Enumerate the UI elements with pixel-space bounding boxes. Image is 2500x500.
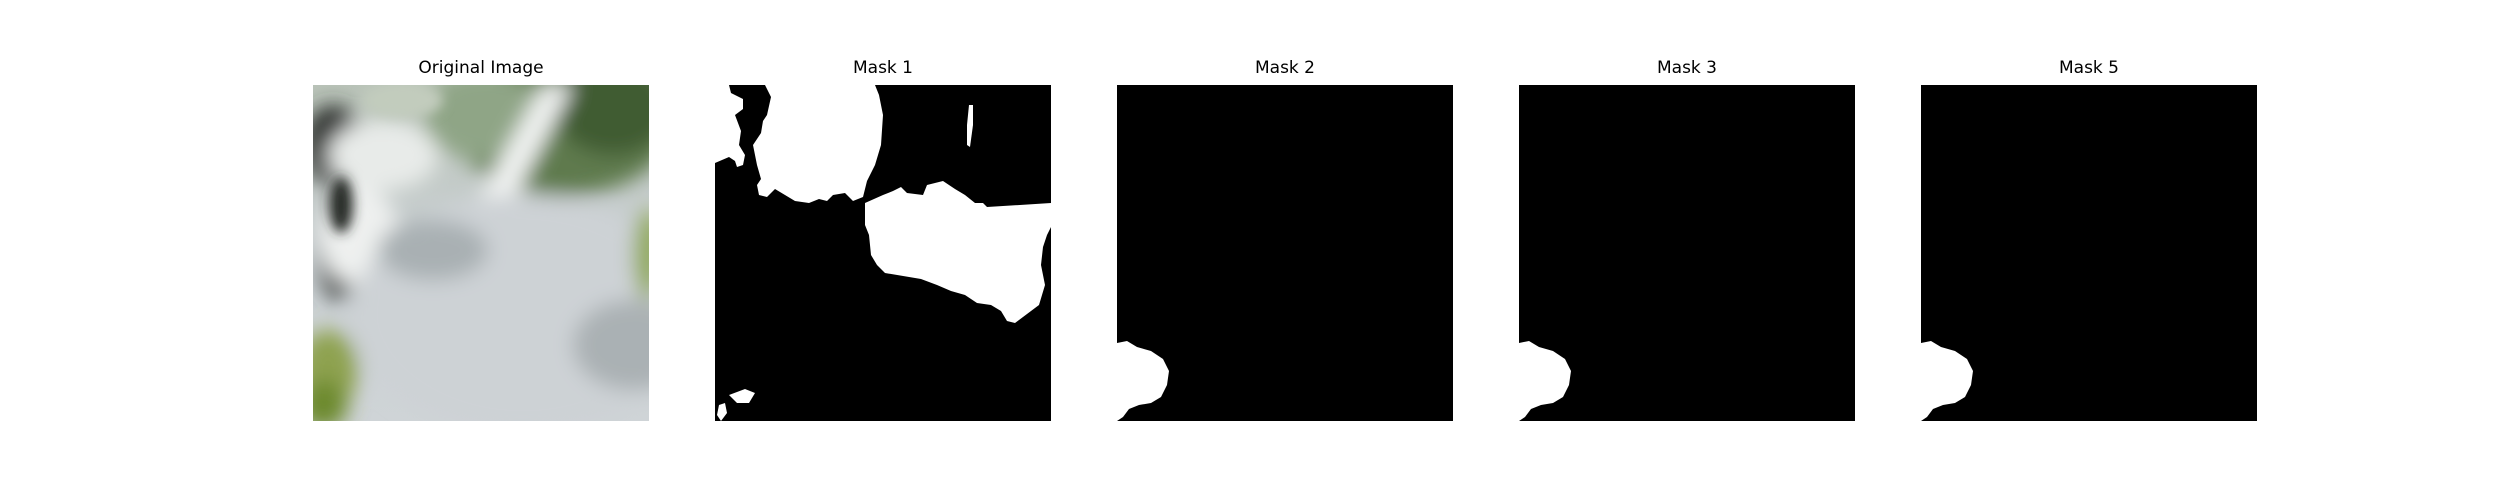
mask-3-foreground xyxy=(1519,341,1571,421)
mask-1-image xyxy=(715,85,1051,421)
mask-3-background xyxy=(1519,85,1855,421)
mask-2-background xyxy=(1117,85,1453,421)
mask-2-panel xyxy=(1117,85,1453,421)
mask-3-image xyxy=(1519,85,1855,421)
mask-1-foreground xyxy=(715,85,1051,421)
mask-5-background xyxy=(1921,85,2257,421)
mask-1-title: Mask 1 xyxy=(852,58,913,78)
original-image-title: Original Image xyxy=(418,58,544,78)
mask-5-image xyxy=(1921,85,2257,421)
mask-1-panel xyxy=(715,85,1051,421)
mask-5-panel xyxy=(1921,85,2257,421)
mask-3-panel xyxy=(1519,85,1855,421)
mask-2-title: Mask 2 xyxy=(1254,58,1315,78)
mask-3-title: Mask 3 xyxy=(1656,58,1717,78)
mask-2-foreground xyxy=(1117,341,1169,421)
mask-5-foreground xyxy=(1921,341,1973,421)
original-image-panel xyxy=(313,85,649,421)
original-image xyxy=(313,85,649,421)
mask-2-image xyxy=(1117,85,1453,421)
mask-5-title: Mask 5 xyxy=(2058,58,2119,78)
